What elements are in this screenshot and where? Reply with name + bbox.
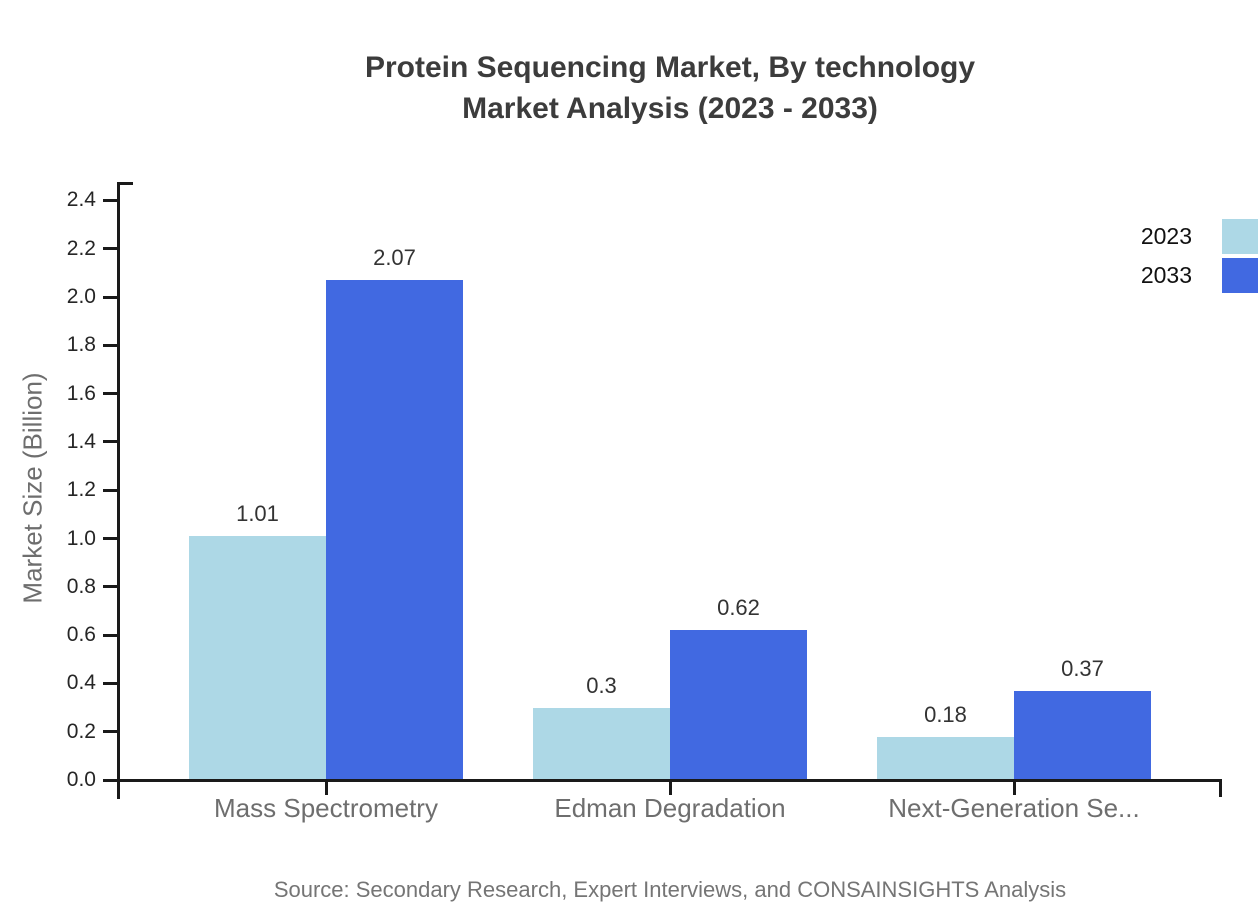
y-tick-label: 0.6 xyxy=(66,623,96,647)
legend-item-2023: 2023 xyxy=(1141,219,1258,254)
y-tick-label: 2.4 xyxy=(66,188,96,212)
legend-swatch xyxy=(1222,219,1258,254)
chart-title-line1: Protein Sequencing Market, By technology xyxy=(364,51,976,84)
legend-swatch xyxy=(1222,258,1258,293)
category-tick xyxy=(668,782,672,795)
category-label: Mass Spectrometry xyxy=(214,793,438,823)
bar-value-label: 0.18 xyxy=(924,701,967,727)
y-tick-label: 0.4 xyxy=(66,671,96,695)
y-tick-label: 2.2 xyxy=(66,236,96,260)
y-tick xyxy=(103,343,117,347)
bar-2033 xyxy=(670,630,807,779)
category-label: Edman Degradation xyxy=(554,793,786,823)
x-axis-end-cap xyxy=(1219,779,1222,797)
y-tick xyxy=(103,392,117,396)
bar-2033 xyxy=(326,280,463,779)
y-tick-label: 2.0 xyxy=(66,285,96,308)
y-tick-label: 1.0 xyxy=(66,526,96,550)
y-tick xyxy=(103,778,117,782)
category-label: Next-Generation Se... xyxy=(888,793,1140,823)
category-tick xyxy=(1012,782,1016,795)
category-tick xyxy=(324,782,328,795)
legend-label: 2033 xyxy=(1140,262,1192,288)
y-tick-label: 1.6 xyxy=(66,381,96,405)
y-tick-label: 1.8 xyxy=(66,333,96,357)
y-tick xyxy=(103,488,117,492)
y-tick-label: 0.0 xyxy=(66,768,96,791)
bar-2023 xyxy=(189,536,326,779)
legend-label: 2023 xyxy=(1140,223,1192,249)
x-axis-line xyxy=(117,779,1222,782)
y-tick-label: 1.4 xyxy=(66,429,96,453)
y-axis-top-cap xyxy=(117,182,133,185)
legend-item-2033: 2033 xyxy=(1141,258,1258,293)
y-tick xyxy=(103,198,117,202)
bar-value-label: 0.37 xyxy=(1061,655,1104,681)
chart-title: Protein Sequencing Market, By technology… xyxy=(80,47,1260,129)
bar-value-label: 0.3 xyxy=(586,672,617,698)
y-tick xyxy=(103,295,117,299)
y-tick xyxy=(103,247,117,251)
bar-2023 xyxy=(533,707,670,779)
chart-title-line2: Market Analysis (2023 - 2033) xyxy=(462,92,878,125)
y-tick xyxy=(103,537,117,540)
bar-2033 xyxy=(1014,690,1151,779)
source-note: Source: Secondary Research, Expert Inter… xyxy=(273,877,1067,902)
y-tick xyxy=(103,440,117,444)
y-tick xyxy=(103,681,117,685)
y-tick xyxy=(103,633,117,637)
y-tick xyxy=(103,730,117,734)
bar-value-label: 2.07 xyxy=(373,245,416,271)
y-tick-label: 0.8 xyxy=(66,574,96,598)
legend: 2023 2033 xyxy=(1141,219,1258,293)
y-tick-label: 0.2 xyxy=(66,719,96,743)
bar-value-label: 0.62 xyxy=(717,595,760,621)
y-tick xyxy=(103,585,117,589)
y-tick-label: 1.2 xyxy=(66,478,96,502)
bar-value-label: 1.01 xyxy=(236,501,279,527)
y-axis-line xyxy=(117,182,120,799)
bar-2023 xyxy=(877,736,1014,779)
